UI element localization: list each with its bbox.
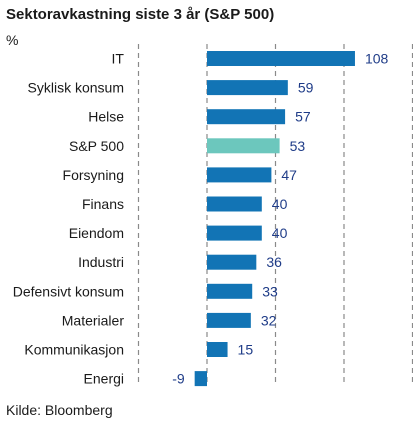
category-label: Energi xyxy=(84,371,124,387)
bar xyxy=(207,283,253,299)
category-label: Defensivt konsum xyxy=(13,283,124,299)
value-label: 47 xyxy=(281,167,297,183)
category-label: Eiendom xyxy=(69,225,124,241)
value-label: 32 xyxy=(261,312,277,328)
bar xyxy=(207,51,355,66)
category-label: Helse xyxy=(88,109,124,125)
value-label: 59 xyxy=(298,80,314,96)
value-label: 57 xyxy=(295,109,311,125)
value-label: 53 xyxy=(290,138,306,154)
source-note: Kilde: Bloomberg xyxy=(6,402,113,418)
value-label: 40 xyxy=(272,225,288,241)
bar xyxy=(207,80,288,96)
category-label: S&P 500 xyxy=(69,138,124,154)
category-label: Industri xyxy=(78,254,124,270)
category-label: Finans xyxy=(82,196,124,212)
value-label: 40 xyxy=(272,196,288,212)
bar xyxy=(207,225,262,241)
chart-title: Sektoravkastning siste 3 år (S&P 500) xyxy=(6,6,275,23)
unit-label: % xyxy=(6,32,19,48)
category-label: Materialer xyxy=(62,312,125,328)
bar xyxy=(207,254,257,270)
bar xyxy=(207,312,251,328)
category-label: Kommunikasjon xyxy=(24,342,124,358)
bar xyxy=(207,342,228,357)
value-label: 108 xyxy=(365,51,389,67)
bar xyxy=(194,371,207,387)
bar xyxy=(207,167,272,183)
value-label: 33 xyxy=(262,283,278,299)
category-label: IT xyxy=(112,51,125,67)
value-label: -9 xyxy=(172,371,185,387)
bar xyxy=(207,109,286,125)
value-label: 36 xyxy=(266,254,282,270)
value-label: 15 xyxy=(238,342,254,358)
bar xyxy=(207,138,280,154)
category-label: Forsyning xyxy=(63,167,124,183)
bar xyxy=(207,196,262,212)
category-label: Syklisk konsum xyxy=(28,80,124,96)
